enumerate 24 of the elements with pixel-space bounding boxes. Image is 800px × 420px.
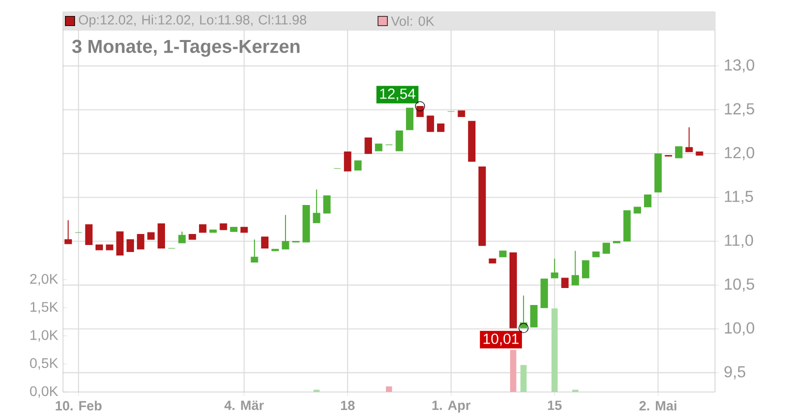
y2-tick-label: 2,0K [30,274,58,286]
y2-tick-label: 1,5K [30,302,58,314]
y-tick-label: 12,5 [724,103,754,116]
annotation: 10,01 [484,334,519,346]
x-tick-label: 18 [341,400,355,410]
y-tick-label: 9,5 [724,366,746,380]
chart-title: 3 Monate, 1-Tages-Kerzen [72,40,300,57]
annotation: 12,54 [380,88,416,101]
y-tick-label: 10,5 [724,278,754,292]
y2-tick-label: 1,0K [30,330,58,342]
y-tick-label: 13,0 [724,59,754,73]
y-tick-label: 12,0 [724,146,754,160]
y-tick-label: 11,0 [724,234,754,248]
x-tick-label: 1. Apr [432,400,470,413]
y-tick-label: 11,5 [724,190,753,204]
x-tick-label: 2. Mai [639,400,676,410]
y-tick-label: 10,0 [724,322,754,336]
y2-tick-label: 0,5K [30,358,58,370]
y2-tick-label: 0,0K [30,386,58,398]
x-tick-label: 4. Mär [224,400,264,410]
text: Vol: 0K [391,16,434,26]
x-tick-label: 15 [548,400,562,410]
x-tick-label: 10. Feb [56,400,102,410]
text: Op:12.02, Hi:12.02, Lo:11.98, Cl:11.98 [78,14,306,28]
